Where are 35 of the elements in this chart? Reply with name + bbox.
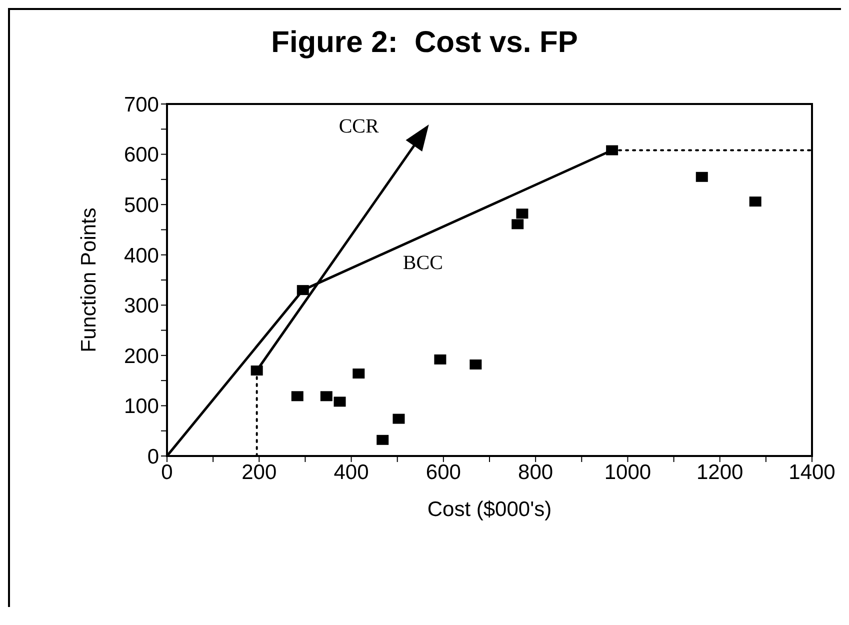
point [320, 391, 332, 402]
point [376, 434, 389, 445]
point [696, 172, 708, 182]
annotation: CCR [338, 116, 380, 138]
series-label: BCC [402, 252, 443, 274]
point [296, 285, 309, 296]
y-tick-label: 100 [124, 395, 159, 418]
y-tick-label: 600 [124, 144, 159, 167]
x-tick-label: 200 [242, 460, 277, 484]
x-axis-title: Cost ($000's) [427, 498, 552, 521]
x-tick-label: 1400 [788, 460, 836, 484]
point [606, 145, 618, 156]
y-tick-label: 0 [147, 445, 159, 468]
x-tick-label: 600 [426, 460, 461, 484]
point [392, 414, 405, 424]
x-tick-label: 800 [518, 460, 554, 484]
point [291, 391, 304, 402]
point [516, 208, 528, 219]
chart-title: Figure 2: Cost vs. FP [270, 26, 579, 60]
point [749, 196, 762, 207]
y-tick-label: 300 [124, 294, 159, 318]
point [250, 366, 263, 376]
x-tick-label: 1000 [604, 460, 652, 484]
y-axis-title: Function Points [77, 208, 100, 352]
point [512, 219, 524, 230]
y-tick-label: 500 [124, 194, 159, 218]
point [470, 359, 482, 370]
x-tick-label: 400 [334, 460, 369, 484]
point [334, 396, 346, 407]
y-tick-label: 200 [124, 344, 159, 368]
y-tick-label: 700 [124, 93, 159, 116]
point [352, 368, 365, 379]
point [434, 354, 446, 364]
x-tick-label: 1200 [696, 460, 744, 484]
y-tick-label: 400 [124, 244, 159, 268]
